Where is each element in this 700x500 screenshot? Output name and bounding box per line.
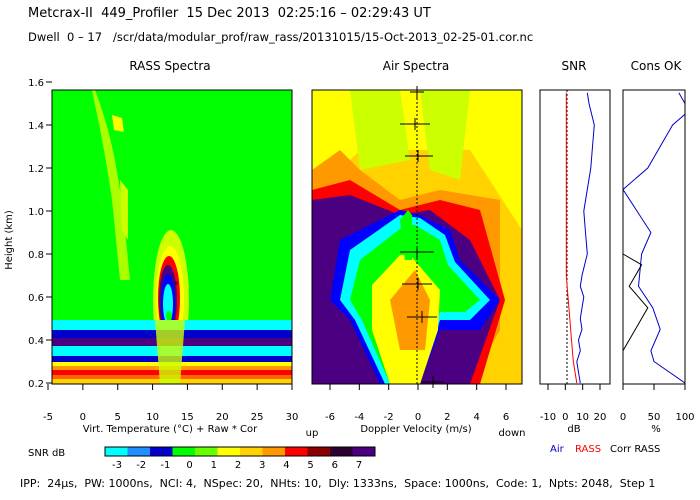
snr-air-line [576,92,595,384]
colorbar-swatch [352,447,376,456]
x-tick-label: -4 [354,412,364,423]
y-tick-label: 0.2 [28,379,44,390]
x-tick-label: 0 [620,412,626,423]
colorbar-swatch [150,447,173,456]
colorbar-tick-label: 4 [283,460,289,471]
colorbar-swatch [105,447,128,456]
colorbar-tick-label: 5 [307,460,313,471]
cons-air-line [622,92,686,384]
y-tick-label: 1.4 [28,121,44,132]
x-tick-label: 10 [576,412,589,423]
air-spectra-markers [400,86,444,388]
snr-panel [539,89,611,385]
x-tick-label: 6 [503,412,509,423]
colorbar-swatch [285,447,308,456]
y-tick-label: 0.8 [28,250,44,261]
cons-x-ticks: 0 50 100 [620,384,695,423]
colorbar-label: SNR dB [28,448,65,459]
snr-x-label: dB [567,424,580,435]
air-x-ticks: -6 -4 -2 0 2 4 6 [325,384,509,423]
x-tick-label: 30 [286,412,299,423]
legend-rass: RASS [575,444,601,455]
x-tick-label: 20 [594,412,607,423]
colorbar-tick-label: 1 [211,460,217,471]
y-tick-label: 0.4 [28,336,44,347]
colorbar-swatch [172,447,196,456]
rass-panel-title: RASS Spectra [129,59,210,73]
colorbar-swatch [240,447,263,456]
colorbar-swatch [195,447,218,456]
air-panel-title: Air Spectra [383,59,450,73]
x-tick-label: 10 [146,412,159,423]
cons-panel-title: Cons OK [631,59,683,73]
snr-panel-title: SNR [562,59,587,73]
legend-corr-rass: Corr RASS [610,444,660,455]
x-tick-label: 100 [675,412,694,423]
rass-x-ticks: -5 0 5 10 15 20 25 30 [43,384,298,423]
rass-spectra-panel: * [51,89,293,385]
colorbar-tick-label: -2 [136,460,146,471]
dwell-info: Dwell 0 – 17 /scr/data/modular_prof/raw_… [28,30,534,44]
cons-ok-panel [622,89,686,385]
legend-air: Air [550,444,565,455]
colorbar-tick-label: 3 [259,460,265,471]
x-tick-label: 0 [415,412,421,423]
air-x-label-down: down [499,428,526,439]
snr-x-ticks: -10 0 10 20 [540,384,607,423]
x-tick-label: -10 [540,412,556,423]
colorbar-tick-label: 6 [332,460,338,471]
rass-x-label: Virt. Temperature (°C) + Raw * Cor [83,424,258,435]
x-tick-label: 0 [562,412,568,423]
x-tick-label: -5 [43,412,53,423]
colorbar-tick-label: -1 [160,460,170,471]
x-tick-label: -6 [325,412,335,423]
x-tick-label: 50 [648,412,661,423]
x-tick-label: 0 [80,412,86,423]
colorbar-tick-label: 0 [186,460,192,471]
y-tick-label: 1.6 [28,78,44,89]
radar-parameters: IPP: 24µs, PW: 1000ns, NCI: 4, NSpec: 20… [20,477,656,490]
colorbar-tick-label: 7 [356,460,362,471]
snr-colorbar: -3 -2 -1 0 1 2 3 4 5 6 7 [104,446,376,471]
cons-x-label: % [651,424,661,435]
x-tick-label: 20 [216,412,229,423]
colorbar-swatch [307,447,331,456]
x-tick-label: 25 [251,412,264,423]
x-tick-label: 2 [444,412,450,423]
snr-rass-line [565,92,578,384]
air-x-label-up: up [306,428,319,439]
x-tick-label: 15 [181,412,194,423]
air-spectra-panel [311,86,523,388]
x-tick-label: 5 [115,412,121,423]
y-axis-label: Height (km) [4,210,15,270]
y-tick-label: 1.2 [28,164,44,175]
x-tick-label: -2 [384,412,394,423]
svg-text:*: * [174,280,179,291]
y-tick-label: 1.0 [28,207,44,218]
y-axis-ticks: 0.2 0.4 0.6 0.8 1.0 1.2 1.4 1.6 [28,78,52,390]
air-x-label: Doppler Velocity (m/s) [360,424,471,435]
cons-rass-line [622,253,649,352]
colorbar-swatch [217,447,241,456]
plot-title: Metcrax-II 449_Profiler 15 Dec 2013 02:2… [28,6,431,21]
colorbar-tick-label: -3 [112,460,122,471]
x-tick-label: 4 [473,412,479,423]
y-tick-label: 0.6 [28,293,44,304]
colorbar-tick-label: 2 [235,460,241,471]
colorbar-swatch [127,447,151,456]
colorbar-swatch [262,447,286,456]
colorbar-swatch [330,447,353,456]
